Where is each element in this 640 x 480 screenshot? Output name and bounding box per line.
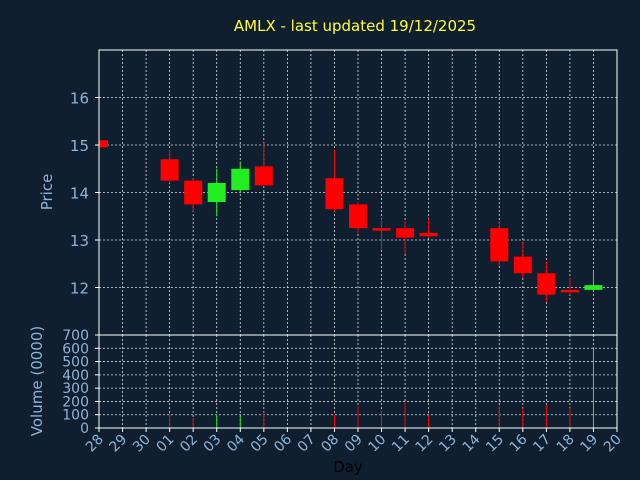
x-tick-label: 11 <box>389 432 413 456</box>
x-tick-label: 30 <box>130 432 154 456</box>
candle-16 <box>513 242 532 278</box>
x-tick-label: 10 <box>365 432 389 456</box>
x-tick-label: 02 <box>177 432 201 456</box>
candle-18 <box>560 278 579 295</box>
price-tick-label: 16 <box>70 90 89 108</box>
x-tick-label: 07 <box>295 432 319 456</box>
volume-tick-label: 300 <box>62 381 89 397</box>
volume-tick-label: 700 <box>62 328 89 344</box>
x-tick-label: 19 <box>577 432 601 456</box>
candle-01 <box>160 149 179 183</box>
x-tick-label: 16 <box>507 431 531 455</box>
candle-body <box>513 256 532 274</box>
x-tick-label: 03 <box>201 432 225 456</box>
candle-19 <box>584 270 603 293</box>
price-tick-label: 15 <box>70 137 89 155</box>
x-tick-label: 29 <box>106 432 130 456</box>
x-tick-label: 01 <box>154 432 178 456</box>
candle-body <box>184 180 203 205</box>
candle-body <box>254 166 273 186</box>
candle-17 <box>537 261 556 302</box>
volume-tick-label: 0 <box>80 421 89 437</box>
candle-body <box>325 178 344 210</box>
price-tick-label: 13 <box>70 232 89 250</box>
volume-axis-label: Volume (0000) <box>28 326 46 436</box>
x-tick-label: 05 <box>248 432 272 456</box>
x-tick-label: 08 <box>318 432 342 456</box>
x-axis: 28 29 30 01 02 03 04 05 06 07 08 09 10 11 12 13 14 15 16 17… <box>83 428 625 455</box>
x-tick-label: 06 <box>271 431 295 455</box>
x-tick-label: 15 <box>483 432 507 456</box>
x-tick-label: 12 <box>413 432 437 456</box>
candle-15 <box>490 221 509 267</box>
volume-tick-label: 600 <box>62 341 89 357</box>
candle-body <box>490 228 509 262</box>
candle-body <box>372 228 391 231</box>
candle-body <box>207 183 226 202</box>
x-tick-label: 13 <box>436 432 460 456</box>
candle-02 <box>184 178 203 212</box>
candle-03 <box>207 168 226 217</box>
candle-body <box>419 232 438 237</box>
candle-body <box>160 159 179 181</box>
candle-body <box>537 273 556 295</box>
candle-08 <box>325 149 344 212</box>
candle-body <box>349 204 367 229</box>
candle-body <box>396 228 415 238</box>
x-axis-label: Day <box>333 458 363 476</box>
price-tick-label: 14 <box>70 185 89 203</box>
candle-04 <box>231 161 250 193</box>
candle-body <box>99 140 108 148</box>
x-tick-label: 18 <box>554 432 578 456</box>
candle-body <box>560 289 579 293</box>
x-tick-label: 09 <box>342 432 366 456</box>
price-y-axis: 12 13 14 15 16 <box>70 90 99 298</box>
candle-12 <box>419 218 438 238</box>
candle-body <box>584 285 603 290</box>
price-axis-label: Price <box>38 174 56 211</box>
volume-tick-label: 500 <box>62 355 89 371</box>
x-tick-label: 17 <box>530 432 554 456</box>
candle-10 <box>372 218 391 250</box>
x-tick-label: 04 <box>224 431 248 455</box>
x-tick-label: 20 <box>601 432 625 456</box>
volume-tick-label: 400 <box>62 368 89 384</box>
candles <box>98 140 603 302</box>
price-tick-label: 12 <box>70 280 89 298</box>
volume-tick-label: 200 <box>62 394 89 410</box>
chart-title: AMLX - last updated 19/12/2025 <box>234 17 476 35</box>
candle-11 <box>396 221 415 255</box>
candle-body <box>231 168 250 191</box>
candle-05 <box>254 142 273 186</box>
x-tick-label: 14 <box>460 431 484 455</box>
candle-28 <box>98 140 108 148</box>
volume-tick-label: 100 <box>62 408 89 424</box>
candle-09 <box>349 202 367 233</box>
volume-bars <box>169 346 594 428</box>
